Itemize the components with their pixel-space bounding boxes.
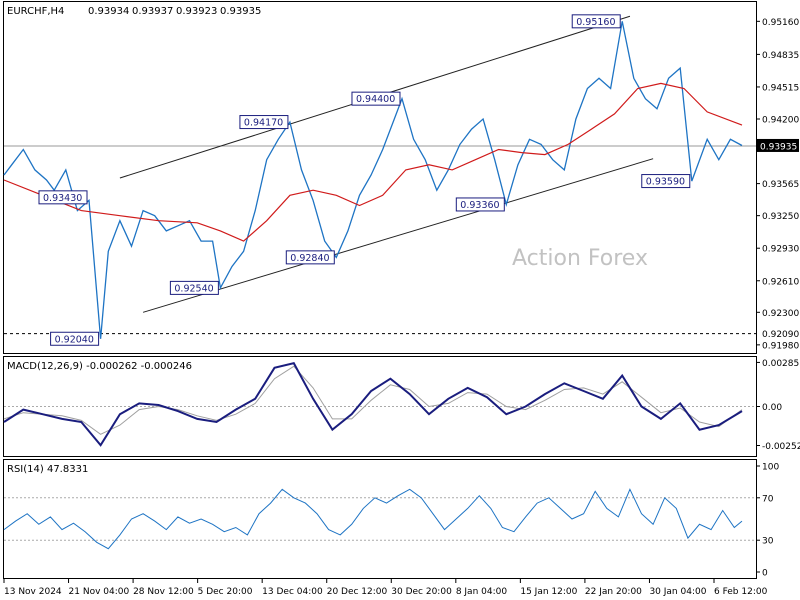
price-annotation-label: 0.92840 — [290, 253, 329, 264]
price-plot — [3, 15, 756, 339]
price-annotation-label: 0.94170 — [244, 118, 283, 129]
price-tick-label: 0.93565 — [762, 180, 799, 190]
time-tick-label: 13 Dec 04:00 — [262, 587, 323, 597]
time-tick-label: 20 Dec 12:00 — [327, 587, 388, 597]
high-value: 0.93937 — [132, 6, 173, 17]
macd-tick-label: 0.00 — [762, 403, 782, 413]
price-tick-label: 0.95160 — [762, 18, 799, 28]
price-annotation-label: 0.92040 — [55, 334, 94, 345]
time-tick-label: 13 Nov 2024 — [4, 587, 62, 597]
macd-title: MACD(12,26,9) -0.000262 -0.000246 — [7, 361, 192, 372]
time-tick-label: 15 Jan 12:00 — [520, 587, 577, 597]
symbol-label: EURCHF,H4 — [7, 6, 64, 17]
macd-signal-line — [3, 365, 743, 435]
current-price-label: 0.93935 — [760, 142, 797, 152]
support-level-label: 0.92090 — [762, 330, 799, 340]
rsi-panel-frame — [3, 459, 757, 579]
price-annotation-box — [38, 190, 88, 205]
rsi-line — [3, 488, 743, 550]
channel-line — [142, 158, 654, 313]
time-tick-label: 6 Feb 12:00 — [714, 587, 768, 597]
time-tick-label: 22 Jan 20:00 — [585, 587, 642, 597]
current-price-tag — [757, 138, 799, 152]
price-tick-label: 0.94515 — [762, 83, 799, 93]
price-annotation-box — [239, 115, 289, 130]
price-panel-frame — [3, 1, 757, 354]
price-line — [3, 21, 743, 339]
price-annotation-label: 0.93590 — [646, 177, 685, 188]
time-axis: 13 Nov 2024 21 Nov 04:00 28 Nov 12:00 5 Dec… — [3, 579, 768, 597]
price-annotation-box — [455, 197, 505, 212]
price-annotation-box — [169, 280, 219, 295]
rsi-tick-label: 30 — [762, 537, 774, 547]
rsi-tick-label: 0 — [762, 569, 768, 579]
price-annotation-label: 0.93360 — [460, 200, 499, 211]
price-header: EURCHF,H4 0.93934 0.93937 0.93923 0.9393… — [7, 6, 261, 17]
price-tick-label: 0.92610 — [762, 277, 799, 287]
price-annotation-label: 0.93430 — [43, 193, 82, 204]
time-tick-label: 5 Dec 20:00 — [198, 587, 253, 597]
price-annotation-box — [571, 14, 621, 29]
price-tick-label: 0.94835 — [762, 51, 799, 61]
rsi-tick-label: 100 — [762, 463, 779, 473]
open-value: 0.93934 — [88, 6, 129, 17]
time-tick-label: 8 Jan 04:00 — [456, 587, 508, 597]
price-tick-label: 0.92930 — [762, 245, 799, 255]
price-tick-label: 0.91980 — [762, 341, 799, 351]
macd-main-line — [3, 362, 743, 447]
rsi-plot: 100 70 30 0 — [3, 463, 779, 579]
price-tick-label: 0.94200 — [762, 116, 799, 126]
time-tick-label: 30 Jan 04:00 — [649, 587, 706, 597]
price-annotation-box — [351, 91, 401, 106]
rsi-tick-label: 70 — [762, 494, 774, 504]
price-annotation-label: 0.95160 — [576, 17, 615, 28]
rsi-title: RSI(14) 47.8331 — [7, 464, 88, 475]
time-tick-label: 28 Nov 12:00 — [133, 587, 194, 597]
price-annotation-label: 0.92540 — [174, 283, 213, 294]
low-value: 0.93923 — [176, 6, 217, 17]
price-tick-label: 0.92300 — [762, 309, 799, 319]
moving-average-line — [3, 82, 743, 242]
price-annotation-box — [285, 250, 335, 265]
macd-tick-label: 0.00285 — [762, 359, 799, 369]
price-annotations: 0.93430 0.92040 0.92540 0.94170 0.92840 0.944… — [38, 14, 691, 346]
price-tick-label: 0.93250 — [762, 212, 799, 222]
time-tick-label: 21 Nov 04:00 — [69, 587, 130, 597]
price-annotation-box — [50, 331, 100, 346]
watermark-text: Action Forex — [512, 246, 648, 271]
price-annotation-box — [641, 174, 691, 189]
price-annotation-label: 0.94400 — [356, 94, 395, 105]
time-tick-label: 30 Dec 20:00 — [391, 587, 452, 597]
close-value: 0.93935 — [220, 6, 261, 17]
price-axis: 0.95160 0.94835 0.94515 0.94200 0.93565 0.932… — [756, 18, 799, 351]
